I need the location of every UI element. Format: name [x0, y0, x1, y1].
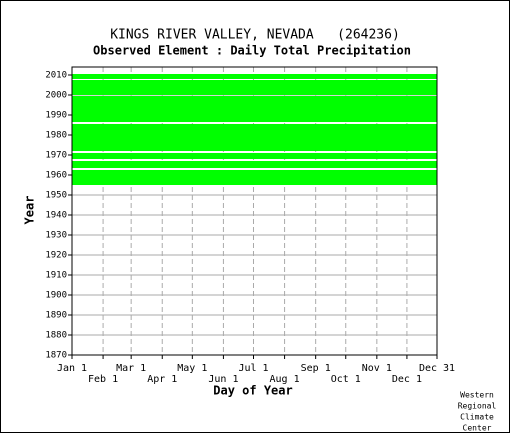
x-tick-label: Oct 1: [331, 374, 361, 385]
credit: Climate: [460, 413, 494, 422]
chart-title: KINGS RIVER VALLEY, NEVADA (264236): [110, 28, 400, 43]
y-tick-label: 2000: [45, 91, 67, 101]
y-tick-label: 1900: [45, 291, 67, 301]
x-tick-label: Aug 1: [270, 374, 300, 385]
credit: Center: [463, 424, 492, 433]
data-segment: [72, 74, 437, 79]
x-tick-label: Dec 1: [392, 374, 422, 385]
x-tick-label: Nov 1: [362, 363, 392, 374]
x-tick-label: Mar 1: [116, 363, 146, 374]
data-segment: [72, 124, 437, 151]
x-axis-label: Day of Year: [213, 384, 292, 398]
x-tick-label: Jun 1: [208, 374, 238, 385]
data-segment: [72, 96, 437, 122]
y-tick-label: 1870: [45, 351, 67, 361]
x-tick-label: Feb 1: [88, 374, 118, 385]
y-tick-label: 1950: [45, 191, 67, 201]
y-tick-label: 2010: [45, 71, 67, 81]
credit: Regional: [458, 402, 497, 411]
x-tick-label: May 1: [177, 363, 207, 374]
data-segment: [72, 170, 437, 185]
plot-border: [71, 66, 438, 356]
y-tick-label: 1920: [45, 251, 67, 261]
data-segment: [72, 161, 437, 168]
y-tick-label: 1990: [45, 111, 67, 121]
x-tick-label: Jul 1: [238, 363, 268, 374]
y-tick-label: 1880: [45, 331, 67, 341]
x-tick-label: Apr 1: [147, 374, 177, 385]
x-tick-label: Jan 1: [57, 363, 87, 374]
y-tick-label: 1930: [45, 231, 67, 241]
y-tick-label: 1970: [45, 151, 67, 161]
x-tick-label: Dec 31: [419, 363, 455, 374]
data-segment: [72, 153, 437, 159]
y-tick-label: 1890: [45, 311, 67, 321]
chart-subtitle: Observed Element : Daily Total Precipita…: [93, 44, 411, 58]
y-tick-label: 1910: [45, 271, 67, 281]
y-tick-label: 1980: [45, 131, 67, 141]
data-segment: [72, 80, 437, 95]
x-tick-label: Sep 1: [301, 363, 331, 374]
credit: Western: [460, 391, 494, 400]
y-tick-label: 1960: [45, 171, 67, 181]
y-axis-label: Year: [23, 196, 37, 225]
y-tick-label: 1940: [45, 211, 67, 221]
